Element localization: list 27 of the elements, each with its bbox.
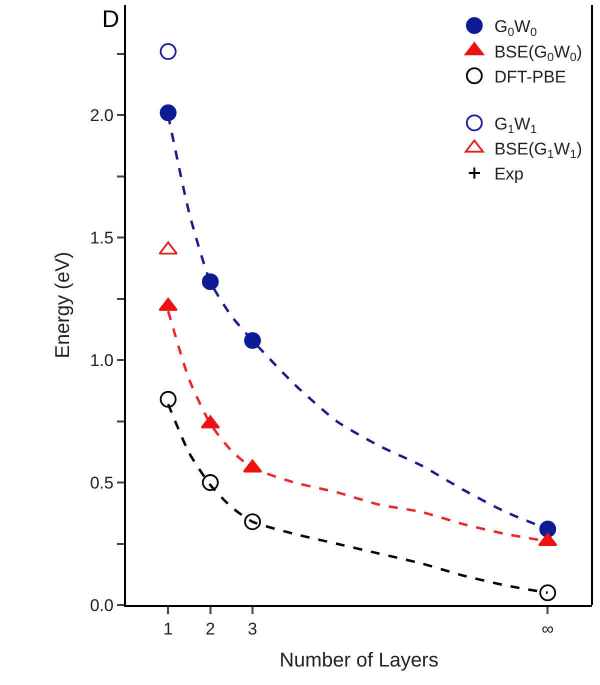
legend-label: G$_{0}$W$_{0}$ (494, 17, 538, 39)
x-tick-label: ∞ (542, 619, 554, 638)
y-tick-label: 2.0 (90, 106, 114, 126)
point (539, 584, 556, 602)
chart-title: D (102, 6, 120, 34)
y-tick-label: 0.0 (90, 596, 114, 615)
y-tick-label: 1.5 (90, 228, 114, 248)
point (244, 513, 261, 530)
x-axis-title: Number of Layers (280, 649, 438, 672)
point (160, 104, 177, 122)
legend-label: DFT-PBE (494, 67, 566, 86)
point (539, 520, 556, 538)
y-axis-title: Energy (eV) (52, 252, 74, 358)
y-tick-label: 0.5 (90, 474, 114, 492)
point (244, 332, 261, 349)
legend-label: BSE(G$_{1}$W$_{1}$) (494, 140, 582, 162)
point (160, 43, 177, 60)
legend-label: BSE(G$_{0}$W$_{0}$) (494, 42, 582, 64)
legend-label: Exp (494, 164, 524, 184)
y-tick-label: 1.0 (90, 351, 114, 370)
x-tick-label: 1 (163, 619, 173, 638)
point (160, 390, 177, 408)
point (202, 474, 219, 491)
x-tick-label: 2 (206, 619, 216, 638)
legend-label: G$_{1}$W$_{1}$ (494, 114, 538, 136)
point (202, 273, 219, 290)
x-tick-label: 3 (248, 619, 258, 638)
